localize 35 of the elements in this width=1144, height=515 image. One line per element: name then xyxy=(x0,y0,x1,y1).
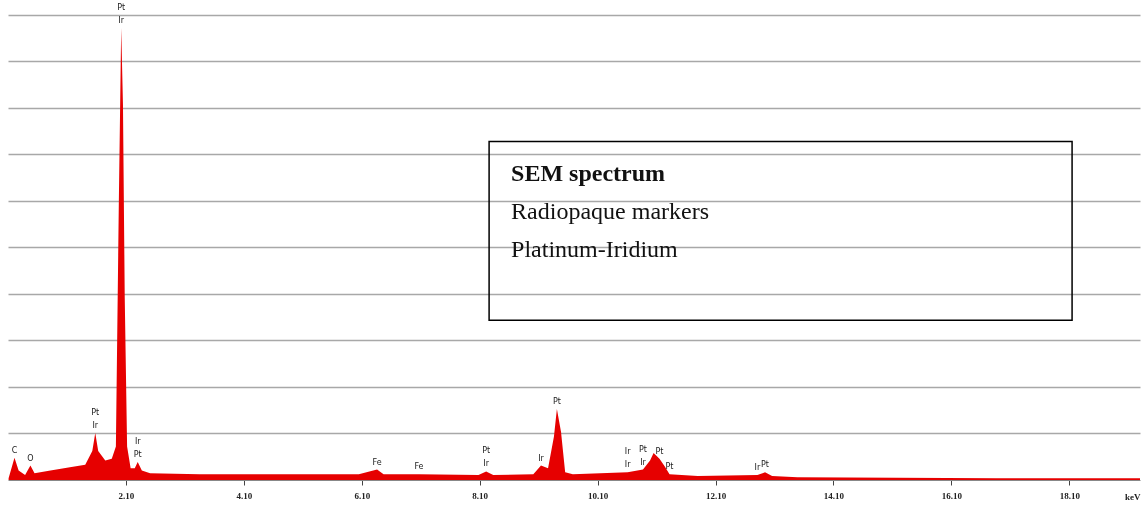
annotation: Ir xyxy=(483,459,490,469)
x-tick-label: 12.10 xyxy=(705,490,727,501)
text: SEM spectrum xyxy=(511,159,666,186)
annotation: O xyxy=(27,453,34,463)
annotation: Pt xyxy=(133,449,142,459)
annotation: Ir xyxy=(624,460,632,470)
annotation: Pt xyxy=(665,462,674,472)
x-tick-label: 16.10 xyxy=(941,490,963,501)
x-tick-label: 8.10 xyxy=(472,490,489,501)
annotation: Pt xyxy=(482,446,491,456)
annotation: Platinum-Iridium xyxy=(511,235,679,262)
annotation: Fe xyxy=(372,457,382,467)
x-tick-label: 6.10 xyxy=(354,490,371,501)
annotation: Ir xyxy=(624,447,632,457)
annotation: Ir xyxy=(754,463,761,473)
annotation: Pt xyxy=(117,3,126,13)
annotation: Pt xyxy=(91,408,100,417)
x-tick-label: 2.10 xyxy=(118,490,135,501)
annotation: Ir xyxy=(538,453,545,463)
x-tick-label: 10.10 xyxy=(587,490,609,501)
annotation: Radiopaque markers xyxy=(511,197,710,224)
annotation: Pt xyxy=(552,397,561,407)
annotation: Ir xyxy=(134,436,142,446)
annotation: Fe xyxy=(414,462,424,472)
x-tick-label: 18.10 xyxy=(1059,490,1081,501)
x-tick-label: 4.10 xyxy=(236,490,253,501)
annotation: C xyxy=(11,445,18,455)
x-axis-title: keV xyxy=(1125,491,1141,502)
annotation: Ir xyxy=(640,457,647,467)
annotation: Ir xyxy=(118,16,125,26)
annotation: Ir xyxy=(92,421,99,430)
annotation: Pt xyxy=(655,446,664,456)
annotation: Pt xyxy=(639,444,647,454)
x-tick-label: 14.10 xyxy=(823,490,845,501)
annotation: Pt xyxy=(761,460,770,470)
